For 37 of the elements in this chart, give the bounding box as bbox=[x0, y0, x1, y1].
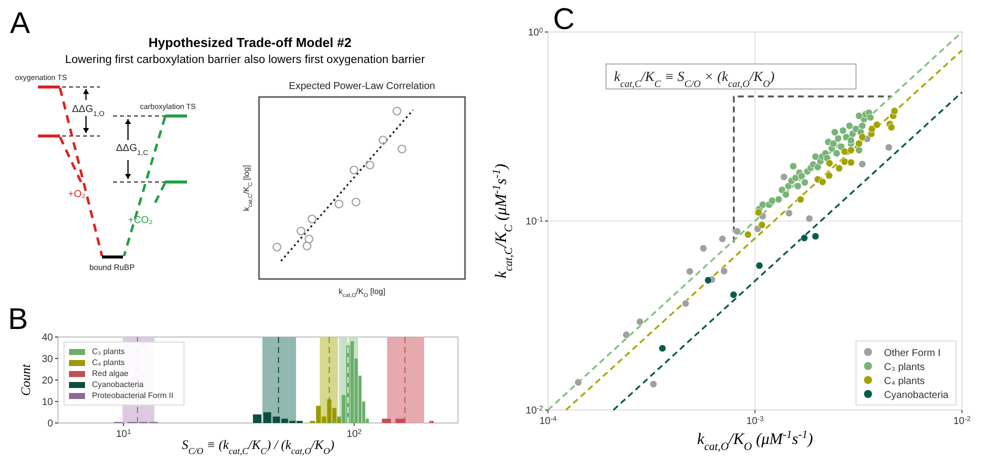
text: +O₂ bbox=[68, 189, 86, 200]
legend-label: Cyanobacteria bbox=[92, 380, 144, 389]
y-tick-label: 30 bbox=[42, 354, 54, 365]
text: k$_{cat,O}$/K$_{O}$ [log] bbox=[338, 287, 386, 299]
text: A bbox=[10, 7, 30, 40]
text: B bbox=[8, 303, 28, 336]
x-tick-label: 10$^{-4}$ bbox=[539, 416, 557, 427]
y-tick-label: 10 bbox=[42, 397, 54, 408]
legend-label: C₄ plants bbox=[884, 376, 925, 387]
text: k$_{cat,C}$/K$_{C}$ ≡ S$_{C/O}$ × (k$_{cat,O}$/K$_{O}$) bbox=[614, 70, 775, 90]
legend-label: Other Form I bbox=[884, 348, 941, 359]
x-tick-label: 10$^{-3}$ bbox=[746, 416, 764, 427]
y-tick-label: 0 bbox=[47, 418, 54, 430]
x-tick-label: 10$^{2}$ bbox=[346, 428, 362, 440]
text: Lowering first carboxylation barrier also lowers first oxygenation barrier bbox=[65, 54, 426, 66]
y-tick-label: 40 bbox=[42, 332, 54, 344]
x-tick-label: 10$^{-2}$ bbox=[953, 416, 971, 427]
text: S$_{C/O}$ ≡ (k$_{cat,C}$/K$_{C}$) / (k$_{cat,O}$/K$_{O}$) bbox=[182, 437, 334, 456]
y-tick-label: 20 bbox=[42, 376, 54, 386]
text: k$_{cat,O}$/K$_{O}$ (μM$^{-1}$s$^{-1}$) bbox=[697, 429, 813, 453]
y-tick-label: 10$^{-1}$ bbox=[526, 216, 544, 228]
text: Hypothesized Trade-off Model #2 bbox=[148, 35, 352, 50]
x-tick-label: 10$^{1}$ bbox=[116, 428, 132, 440]
y-tick-label: 10$^{0}$ bbox=[528, 27, 544, 38]
legend-label: C₄ plants bbox=[92, 358, 125, 367]
y-tick-label: 10$^{-2}$ bbox=[526, 405, 544, 416]
text: bound RuBP bbox=[89, 263, 135, 272]
annotation: C bbox=[553, 3, 575, 36]
legend-label: Red algae bbox=[92, 369, 130, 378]
legend-label: Cyanobacteria bbox=[884, 390, 949, 401]
legend-label: C₃ plants bbox=[92, 347, 125, 356]
text: Expected Power-Law Correlation bbox=[288, 81, 436, 92]
y-axis-title: Count bbox=[18, 364, 33, 396]
legend-label: Proteobacterial Form II bbox=[92, 391, 174, 400]
legend-label: C₃ plants bbox=[884, 362, 925, 373]
text: ΔΔG$_{1,C}$ bbox=[116, 143, 148, 156]
text: ΔΔG$_{1,O}$ bbox=[72, 104, 105, 118]
